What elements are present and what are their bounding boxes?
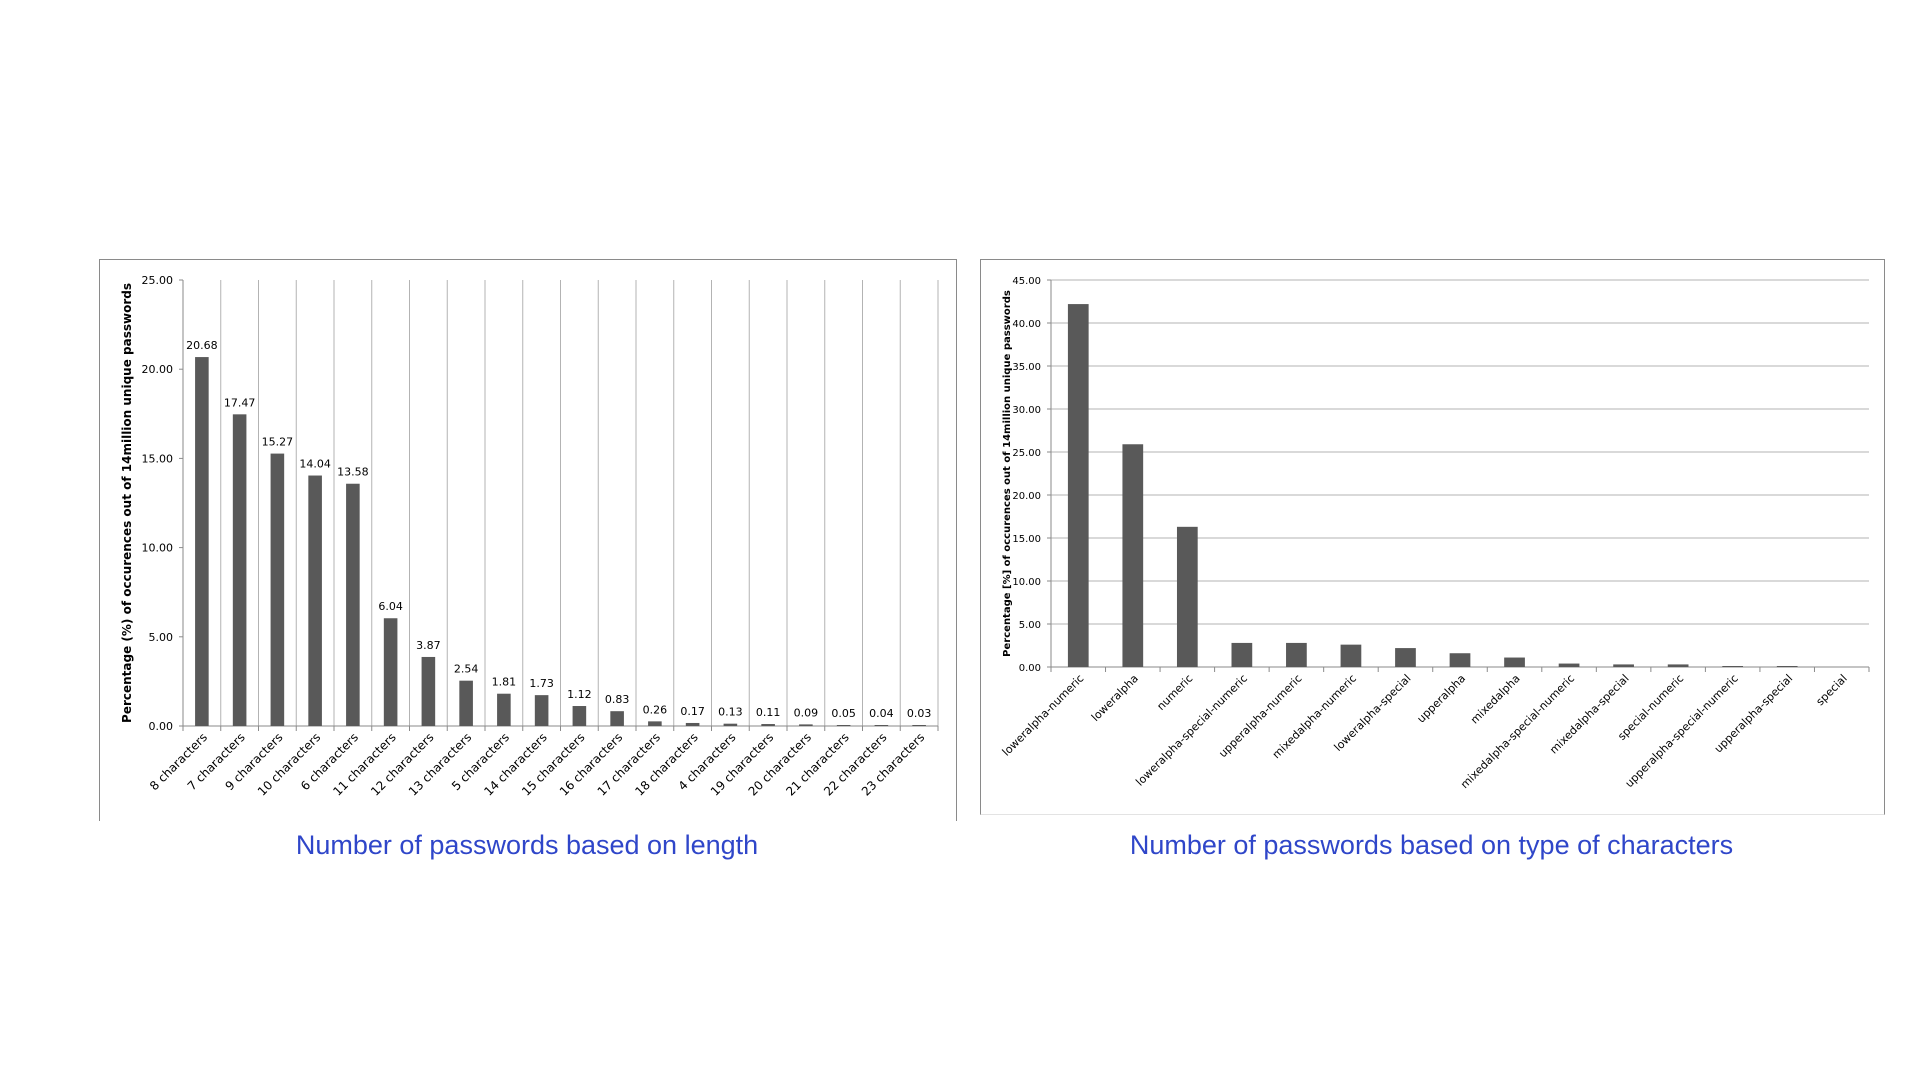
bar (1722, 666, 1744, 667)
y-tick-label: 25.00 (142, 274, 174, 287)
data-label: 0.09 (794, 706, 819, 719)
y-tick-label: 5.00 (1019, 620, 1041, 631)
data-label: 0.04 (869, 707, 894, 720)
bar (346, 483, 360, 726)
bar (308, 475, 322, 726)
bar (1340, 644, 1362, 667)
x-tick-label: upperalpha (1415, 672, 1469, 726)
y-tick-label: 40.00 (1012, 319, 1041, 330)
bar (761, 724, 775, 726)
data-label: 17.47 (224, 396, 256, 409)
data-label: 0.83 (605, 693, 630, 706)
x-tick-label: mixedalpha (1468, 672, 1523, 727)
bar (270, 453, 285, 726)
bar (1776, 666, 1798, 667)
y-tick-label: 15.00 (1012, 534, 1041, 545)
data-label: 0.03 (907, 707, 932, 720)
y-tick-label: 30.00 (1012, 405, 1041, 416)
y-axis-title: Percentage [%] of occurences out of 14mi… (1002, 290, 1013, 657)
bar (421, 656, 436, 726)
data-label: 3.87 (416, 639, 441, 652)
data-label: 1.12 (567, 688, 592, 701)
bar (1558, 663, 1580, 667)
x-tick-label: upperalpha-special-numeric (1623, 672, 1741, 790)
bar (1449, 653, 1471, 667)
x-tick-label: loweralpha (1089, 672, 1141, 724)
bar (195, 357, 209, 726)
bar (1613, 664, 1634, 667)
bar (572, 706, 587, 726)
type-chart-panel: 0.00 5.00 10.00 15.00 20.00 25.00 30.00 35.00 40… (980, 259, 1885, 815)
data-label: 15.27 (262, 436, 294, 449)
bar (648, 721, 662, 726)
y-tick-label: 20.00 (1012, 491, 1041, 502)
y-tick-label: 10.00 (1012, 577, 1041, 588)
bar (723, 723, 738, 726)
data-label: 0.05 (831, 707, 856, 720)
bar (836, 725, 851, 726)
x-tick-label: mixedalpha-special-numeric (1458, 672, 1577, 791)
data-label: 2.54 (454, 663, 479, 676)
bar (874, 725, 889, 726)
bar (1667, 664, 1689, 667)
bar (1122, 444, 1144, 667)
y-tick-label: 10.00 (142, 542, 174, 555)
x-tick-label: numeric (1154, 672, 1195, 713)
x-tick-label: loweralpha-numeric (1000, 672, 1087, 759)
bar (799, 724, 813, 726)
length-chart-caption: Number of passwords based on length (295, 830, 759, 860)
type-chart-caption: Number of passwords based on type of cha… (1129, 830, 1734, 860)
data-label: 0.13 (718, 706, 743, 719)
y-axis-title: Percentage (%) of occurences out of 14mi… (120, 283, 134, 723)
data-label: 1.73 (529, 677, 554, 690)
bar (232, 414, 247, 726)
length-chart-panel: 0.00 5.00 10.00 15.00 20.00 25.00 20.68 8 chara… (99, 259, 957, 821)
y-tick-label: 20.00 (142, 363, 174, 376)
y-tick-label: 15.00 (142, 452, 174, 465)
data-label: 14.04 (299, 458, 331, 471)
bar (497, 693, 511, 726)
bar (459, 680, 473, 726)
bar (610, 711, 624, 726)
data-label: 0.26 (643, 703, 668, 716)
data-label: 1.81 (492, 676, 517, 689)
bar (1067, 304, 1089, 667)
bar (1176, 526, 1198, 667)
y-tick-label: 45.00 (1012, 276, 1041, 287)
bar (1395, 648, 1416, 667)
y-tick-label: 0.00 (1019, 663, 1041, 674)
bar (534, 695, 549, 726)
data-label: 0.17 (680, 705, 705, 718)
x-tick-label: special (1814, 672, 1850, 708)
y-tick-label: 25.00 (1012, 448, 1041, 459)
bar (912, 725, 926, 726)
type-chart: 0.00 5.00 10.00 15.00 20.00 25.00 30.00 35.00 40… (1000, 276, 1870, 791)
y-tick-label: 35.00 (1012, 362, 1041, 373)
bar (1231, 642, 1253, 667)
bar (1286, 642, 1307, 667)
y-tick-label: 0.00 (149, 720, 174, 733)
bar (1504, 657, 1525, 667)
data-label: 0.11 (756, 706, 781, 719)
x-tick-label: loweralpha-special-numeric (1133, 672, 1250, 789)
bar (383, 618, 398, 726)
data-label: 20.68 (186, 339, 218, 352)
data-label: 13.58 (337, 466, 369, 479)
data-label: 6.04 (378, 600, 403, 613)
y-tick-label: 5.00 (149, 631, 174, 644)
bar (685, 722, 700, 726)
